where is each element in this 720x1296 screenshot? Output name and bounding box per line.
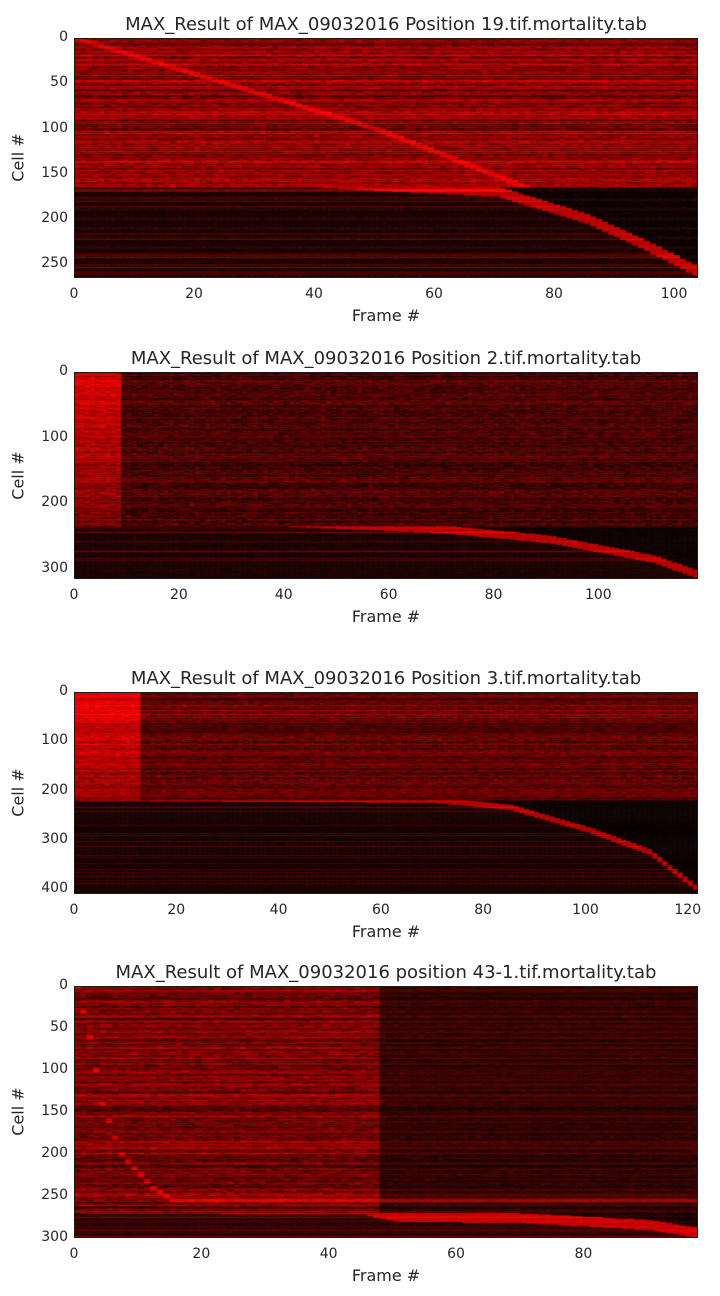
plot-area [74,372,698,579]
y-tick-label: 100 [41,119,68,136]
y-tick-label: 100 [41,732,68,749]
x-tick-label: 0 [69,286,79,302]
y-tick-label: 100 [41,1061,68,1077]
y-tick-label: 200 [41,1145,68,1161]
x-tick-label: 20 [185,286,203,302]
x-tick-label: 80 [484,587,503,603]
x-tick-label: 20 [169,587,188,603]
y-tick-label: 200 [41,494,68,511]
y-tick-label: 300 [41,1229,68,1245]
x-tick-label: 20 [167,902,186,918]
plot-area [74,986,698,1238]
x-axis-label: Frame # [351,306,421,325]
y-tick-label: 250 [41,1187,68,1203]
x-tick-label: 40 [274,587,293,603]
y-tick-label: 300 [41,830,68,847]
x-tick-label: 80 [545,286,563,302]
x-tick-label: 40 [319,1246,338,1262]
x-axis-label: Frame # [351,1266,421,1285]
x-tick-label: 60 [425,286,443,302]
x-tick-label: 100 [584,587,612,603]
heatmap-image [74,372,698,579]
x-tick-label: 80 [474,902,493,918]
y-tick-label: 0 [59,363,68,379]
x-tick-label: 60 [447,1246,465,1262]
heatmap-image [74,38,698,278]
x-tick-label: 80 [574,1246,593,1262]
x-tick-label: 20 [192,1246,211,1262]
y-tick-label: 50 [50,74,68,91]
y-axis-label: Cell # [8,450,28,500]
x-tick-label: 0 [69,902,79,918]
x-tick-label: 60 [371,902,390,918]
y-tick-label: 300 [41,560,68,577]
plot-area [74,692,698,894]
x-tick-label: 100 [572,902,599,918]
y-tick-label: 0 [59,29,68,45]
x-tick-label: 40 [269,902,288,918]
x-tick-label: 60 [379,587,398,603]
chart-title: MAX_Result of MAX_09032016 Position 3.ti… [130,668,642,689]
y-tick-label: 150 [41,1103,68,1119]
x-axis-label: Frame # [351,922,421,941]
plot-area [74,38,698,278]
y-axis-label: Cell # [8,1087,28,1136]
x-tick-label: 120 [674,902,702,918]
y-tick-label: 150 [41,164,68,181]
y-tick-label: 100 [41,428,68,445]
x-axis-label: Frame # [351,607,421,626]
chart-title: MAX_Result of MAX_09032016 Position 19.t… [125,14,647,35]
y-axis-label: Cell # [8,768,28,817]
y-tick-label: 0 [59,683,68,699]
y-tick-label: 0 [59,977,68,993]
x-tick-label: 40 [305,286,323,302]
y-tick-label: 50 [50,1019,68,1035]
y-axis-label: Cell # [8,133,28,182]
y-tick-label: 200 [41,781,68,798]
chart-title: MAX_Result of MAX_09032016 Position 2.ti… [130,348,642,369]
y-tick-label: 250 [41,255,68,272]
heatmap-image [74,986,698,1238]
x-tick-label: 0 [69,587,79,603]
y-tick-label: 200 [41,210,68,227]
heatmap-image [74,692,698,894]
chart-title: MAX_Result of MAX_09032016 position 43-1… [115,962,657,983]
y-tick-label: 400 [41,880,68,897]
x-tick-label: 0 [69,1246,79,1262]
x-tick-label: 100 [660,286,688,302]
